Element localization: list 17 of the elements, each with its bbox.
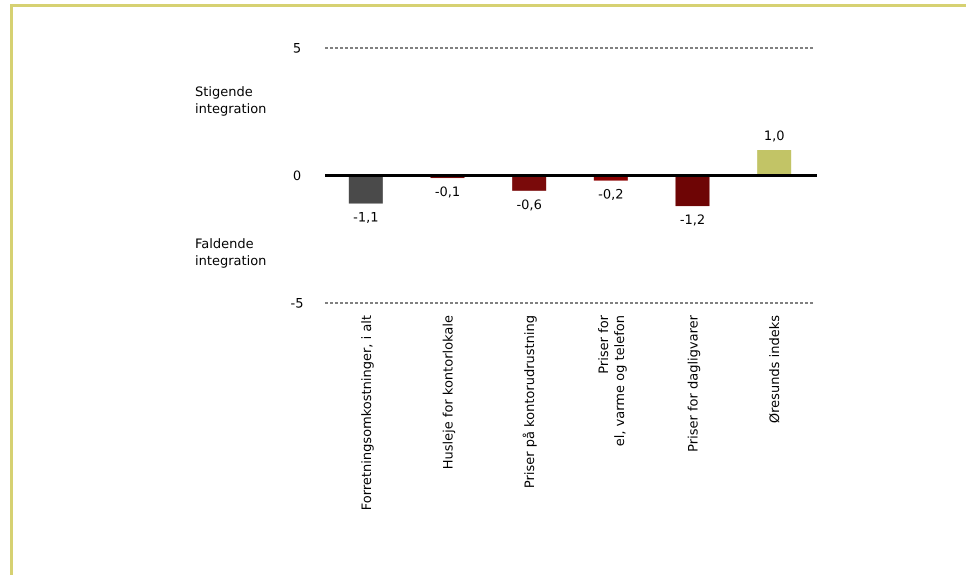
y-tick-label: -5 bbox=[290, 296, 304, 312]
text: Stigende integration bbox=[195, 85, 266, 117]
data-label: -1,1 bbox=[353, 210, 379, 226]
y-tick-label: 5 bbox=[292, 42, 302, 57]
x-tick-label: Priser for el, varme og telefon bbox=[596, 314, 628, 446]
data-label: 1,0 bbox=[764, 129, 785, 144]
y-tick-label: 0 bbox=[292, 169, 302, 184]
x-tick-label: Priser for dagligvarer bbox=[686, 314, 702, 452]
data-label: -1,2 bbox=[680, 213, 706, 228]
data-label: -0,6 bbox=[516, 198, 542, 213]
x-tick-label: Forretningsomkostninger, i alt bbox=[360, 315, 375, 510]
data-label: -0,1 bbox=[434, 185, 460, 200]
data-label: -0,2 bbox=[598, 188, 624, 203]
x-tick-label: Øresunds indeks bbox=[768, 314, 784, 424]
x-tick-label: Husleje for kontorlokale bbox=[442, 315, 456, 470]
text: Faldende integration bbox=[195, 237, 266, 269]
x-tick-label: Priser på kontorudrustning bbox=[522, 315, 538, 488]
